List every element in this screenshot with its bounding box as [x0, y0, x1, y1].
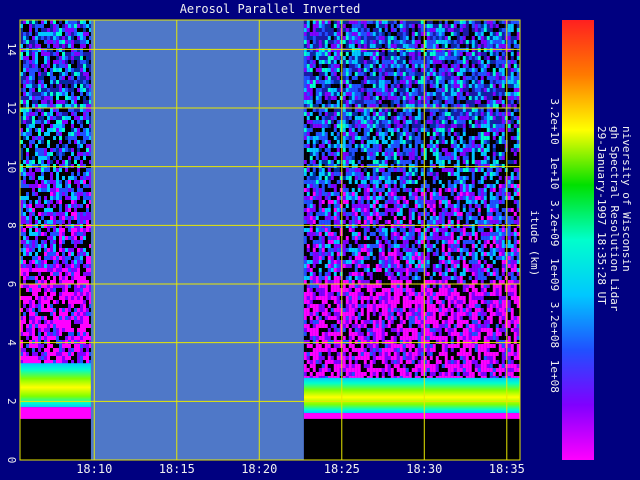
x-tick-label: 18:25: [324, 462, 360, 476]
y-tick-label: 12: [5, 101, 18, 114]
ground-region: [20, 418, 91, 460]
y-tick-label: 10: [5, 160, 18, 173]
x-tick-label: 18:10: [76, 462, 112, 476]
y-tick-label: 2: [5, 398, 18, 405]
x-tick-label: 18:35: [489, 462, 525, 476]
y-axis-labels: 0 2 4 6 8 10 12 14: [5, 43, 18, 464]
chart-title: Aerosol Parallel Inverted: [180, 2, 361, 16]
info-line-1: niversity of Wisconsin: [620, 126, 633, 272]
x-axis-labels: 18:10 18:15 18:20 18:25 18:30 18:35: [76, 462, 525, 476]
colorbar: [562, 20, 594, 460]
y-tick-label: 0: [5, 457, 18, 464]
info-line-3: 29-January-1997 18:35:28 UT: [595, 126, 608, 305]
layer-fringe: [20, 407, 91, 419]
colorbar-tick-label: 1e+08: [548, 360, 561, 393]
plot-area: [20, 20, 520, 460]
colorbar-tick-label: 1e+10: [548, 156, 561, 189]
y-axis-title: itude (km): [528, 210, 541, 277]
data-segment-after-gap: [303, 20, 520, 460]
y-tick-label: 4: [5, 339, 18, 346]
plot-frame: [19, 19, 521, 461]
grid: [19, 19, 521, 461]
y-tick-label: 8: [5, 222, 18, 229]
y-tick-label: 14: [5, 43, 18, 57]
x-tick-label: 18:15: [159, 462, 195, 476]
x-tick-label: 18:30: [406, 462, 442, 476]
ground-region: [303, 418, 520, 460]
info-line-2: gh Spectral Resolution Lidar: [608, 126, 621, 312]
no-data-gap: [90, 20, 304, 460]
y-tick-label: 6: [5, 281, 18, 288]
aerosol-layer: [20, 363, 91, 408]
colorbar-tick-label: 3.2e+10: [548, 98, 561, 144]
colorbar-tick-label: 1e+09: [548, 258, 561, 291]
colorbar-tick-label: 3.2e+09: [548, 200, 561, 246]
layer-fringe: [303, 413, 520, 419]
x-tick-label: 18:20: [241, 462, 277, 476]
colorbar-tick-label: 3.2e+08: [548, 302, 561, 348]
aerosol-layer: [303, 377, 520, 414]
data-segment-before-gap: [20, 20, 92, 460]
colorbar-labels: 3.2e+10 1e+10 3.2e+09 1e+09 3.2e+08 1e+08: [548, 98, 561, 392]
